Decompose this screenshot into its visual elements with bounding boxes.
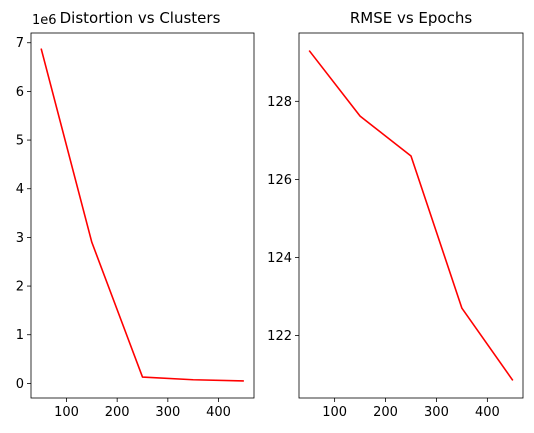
x-tick-label: 100: [54, 405, 79, 420]
y-ticks: 122 124 126 128: [267, 95, 299, 344]
x-tick-label: 200: [373, 405, 398, 420]
y-tick-label: 128: [267, 95, 292, 110]
x-tick-label: 300: [424, 405, 449, 420]
y-tick-label: 1: [16, 328, 24, 343]
x-tick-label: 100: [322, 405, 347, 420]
series-line: [40, 48, 244, 382]
x-tick-label: 200: [105, 405, 130, 420]
y-tick-label: 124: [267, 251, 292, 266]
x-ticks: 100 200 300 400: [322, 398, 500, 420]
x-ticks: 100 200 300 400: [54, 398, 231, 420]
y-ticks: 0 1 2 3 4 5 6 7: [16, 36, 31, 392]
x-tick-label: 400: [206, 405, 231, 420]
y-tick-label: 2: [16, 280, 24, 295]
series-line: [308, 50, 514, 381]
y-tick-label: 122: [267, 329, 292, 344]
plot-lines: [308, 50, 514, 381]
x-tick-label: 400: [475, 405, 500, 420]
y-offset-label: 1e6: [32, 13, 57, 28]
rmse-chart: RMSE vs Epochs 122 124 126 128 100 200 300 400: [267, 9, 524, 420]
y-tick-label: 3: [16, 231, 24, 246]
y-tick-label: 4: [16, 182, 24, 197]
plot-frame: [30, 32, 255, 399]
plot-frame: [298, 32, 524, 399]
x-tick-label: 300: [155, 405, 180, 420]
y-tick-label: 6: [16, 85, 24, 100]
plot-lines: [40, 48, 244, 382]
chart-title: Distortion vs Clusters: [60, 9, 221, 27]
y-tick-label: 7: [16, 36, 24, 51]
y-tick-label: 5: [16, 134, 24, 149]
chart-title: RMSE vs Epochs: [350, 9, 473, 27]
distortion-chart: Distortion vs Clusters 1e6 0 1 2 3 4 5 6 7 100 2…: [16, 9, 255, 420]
y-tick-label: 126: [267, 173, 292, 188]
y-tick-label: 0: [16, 377, 24, 392]
